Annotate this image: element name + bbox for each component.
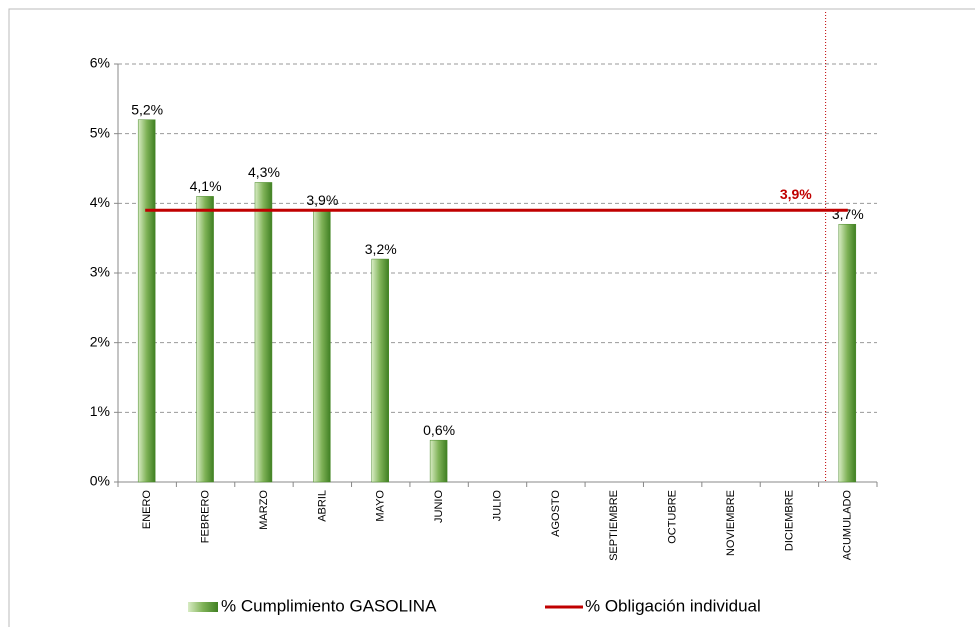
y-tick-label: 3% bbox=[90, 264, 110, 280]
chart-frame bbox=[8, 8, 975, 627]
x-tick-label: JULIO bbox=[491, 490, 503, 522]
y-tick-label: 4% bbox=[90, 194, 110, 210]
bar bbox=[429, 439, 448, 483]
data-label: 3,7% bbox=[832, 206, 864, 222]
y-tick-label: 5% bbox=[90, 124, 110, 140]
bar bbox=[196, 196, 214, 483]
line-label: 3,9% bbox=[780, 186, 812, 202]
bar bbox=[838, 223, 857, 483]
x-tick-label: MAYO bbox=[375, 490, 387, 522]
data-label: 3,2% bbox=[365, 241, 397, 257]
bar bbox=[137, 119, 156, 483]
data-label: 5,2% bbox=[131, 101, 163, 117]
bar bbox=[313, 210, 331, 483]
data-label: 0,6% bbox=[423, 422, 455, 438]
y-tick-label: 6% bbox=[90, 55, 110, 71]
x-tick-label: ACUMULADO bbox=[842, 490, 854, 561]
x-tick-label: OCTUBRE bbox=[667, 490, 679, 544]
y-tick-label: 2% bbox=[90, 333, 110, 349]
legend-swatch bbox=[188, 602, 218, 612]
x-tick-label: ENERO bbox=[141, 490, 153, 530]
x-tick-label: ABRIL bbox=[316, 490, 328, 522]
x-tick-label: NOVIEMBRE bbox=[725, 490, 737, 556]
legend-label: % Cumplimiento GASOLINA bbox=[221, 596, 437, 615]
x-tick-label: AGOSTO bbox=[550, 490, 562, 537]
y-tick-label: 1% bbox=[90, 403, 110, 419]
bar bbox=[371, 258, 389, 483]
y-tick-label: 0% bbox=[90, 473, 110, 489]
data-label: 3,9% bbox=[306, 192, 338, 208]
data-label: 4,1% bbox=[190, 178, 222, 194]
x-tick-label: MARZO bbox=[258, 490, 270, 530]
legend-label: % Obligación individual bbox=[585, 596, 761, 615]
data-label: 4,3% bbox=[248, 164, 280, 180]
x-tick-label: JUNIO bbox=[433, 490, 445, 523]
bar bbox=[254, 182, 273, 483]
x-tick-label: SEPTIEMBRE bbox=[608, 490, 620, 561]
x-tick-label: DICIEMBRE bbox=[783, 490, 795, 551]
x-tick-label: FEBRERO bbox=[199, 490, 211, 544]
